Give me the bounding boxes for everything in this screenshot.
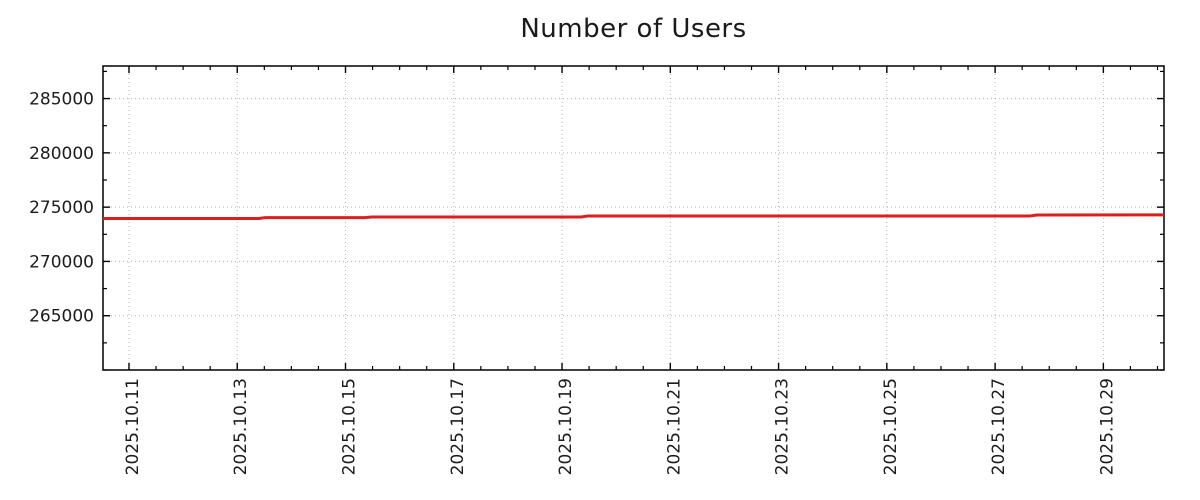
x-tick-label: 2025.10.29 bbox=[1097, 378, 1117, 475]
x-tick-label: 2025.10.15 bbox=[340, 378, 360, 475]
x-tick-label: 2025.10.23 bbox=[773, 378, 793, 475]
x-tick-label: 2025.10.27 bbox=[989, 378, 1009, 475]
series-line-users bbox=[103, 213, 1165, 221]
chart-title: Number of Users bbox=[520, 14, 747, 44]
y-tick-label: 270000 bbox=[29, 252, 94, 272]
x-tick-label: 2025.10.19 bbox=[556, 378, 576, 475]
x-tick-label: 2025.10.11 bbox=[123, 378, 143, 475]
y-tick-label: 275000 bbox=[29, 198, 94, 218]
y-tick-label: 285000 bbox=[29, 90, 94, 110]
y-tick-label: 280000 bbox=[29, 144, 94, 164]
y-tick-label: 265000 bbox=[29, 307, 94, 327]
x-tick-label: 2025.10.21 bbox=[664, 378, 684, 475]
x-tick-label: 2025.10.25 bbox=[881, 378, 901, 475]
x-tick-label: 2025.10.17 bbox=[448, 378, 468, 475]
x-tick-label: 2025.10.13 bbox=[231, 378, 251, 475]
